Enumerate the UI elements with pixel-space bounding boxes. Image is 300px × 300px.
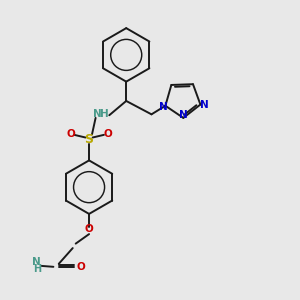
- Text: S: S: [85, 133, 94, 146]
- Text: N: N: [200, 100, 208, 110]
- Text: O: O: [103, 129, 112, 139]
- Text: O: O: [66, 129, 75, 139]
- Text: N: N: [179, 110, 188, 120]
- Text: N: N: [159, 102, 167, 112]
- Text: O: O: [85, 224, 93, 234]
- Text: O: O: [76, 262, 85, 272]
- Text: H: H: [33, 265, 41, 275]
- Text: N: N: [32, 257, 41, 267]
- Text: N: N: [93, 109, 102, 119]
- Text: H: H: [100, 109, 108, 119]
